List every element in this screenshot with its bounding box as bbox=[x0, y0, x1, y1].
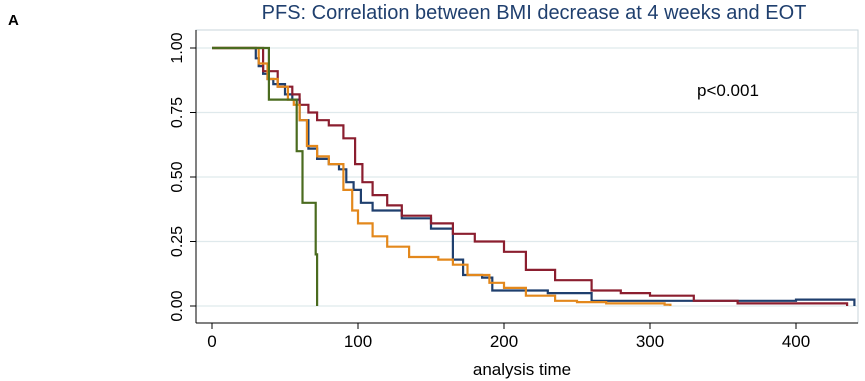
y-tick-label: 0.00 bbox=[169, 290, 186, 321]
y-tick-label: 0.25 bbox=[169, 226, 186, 257]
survival-curves bbox=[212, 46, 856, 306]
p-value-annotation: p<0.001 bbox=[697, 81, 759, 100]
y-tick-label: 0.50 bbox=[169, 161, 186, 192]
chart-title: PFS: Correlation between BMI decrease at… bbox=[262, 2, 807, 24]
x-tick-label: 0 bbox=[207, 332, 216, 351]
x-axis-label: analysis time bbox=[473, 360, 571, 379]
gridlines bbox=[195, 29, 859, 324]
x-tick-label: 100 bbox=[344, 332, 372, 351]
x-tick-label: 400 bbox=[782, 332, 810, 351]
x-tick-label: 300 bbox=[636, 332, 664, 351]
survival-curve-4 bbox=[212, 46, 319, 306]
survival-curve-2 bbox=[212, 46, 849, 306]
axes: 0.00 0.25 0.50 0.75 1.00 0 100 200 300 400 bbox=[169, 30, 858, 351]
y-tick-label: 0.75 bbox=[169, 97, 186, 128]
panel-label: A bbox=[8, 12, 19, 29]
x-tick-label: 200 bbox=[490, 332, 518, 351]
y-tick-label: 1.00 bbox=[169, 32, 186, 63]
